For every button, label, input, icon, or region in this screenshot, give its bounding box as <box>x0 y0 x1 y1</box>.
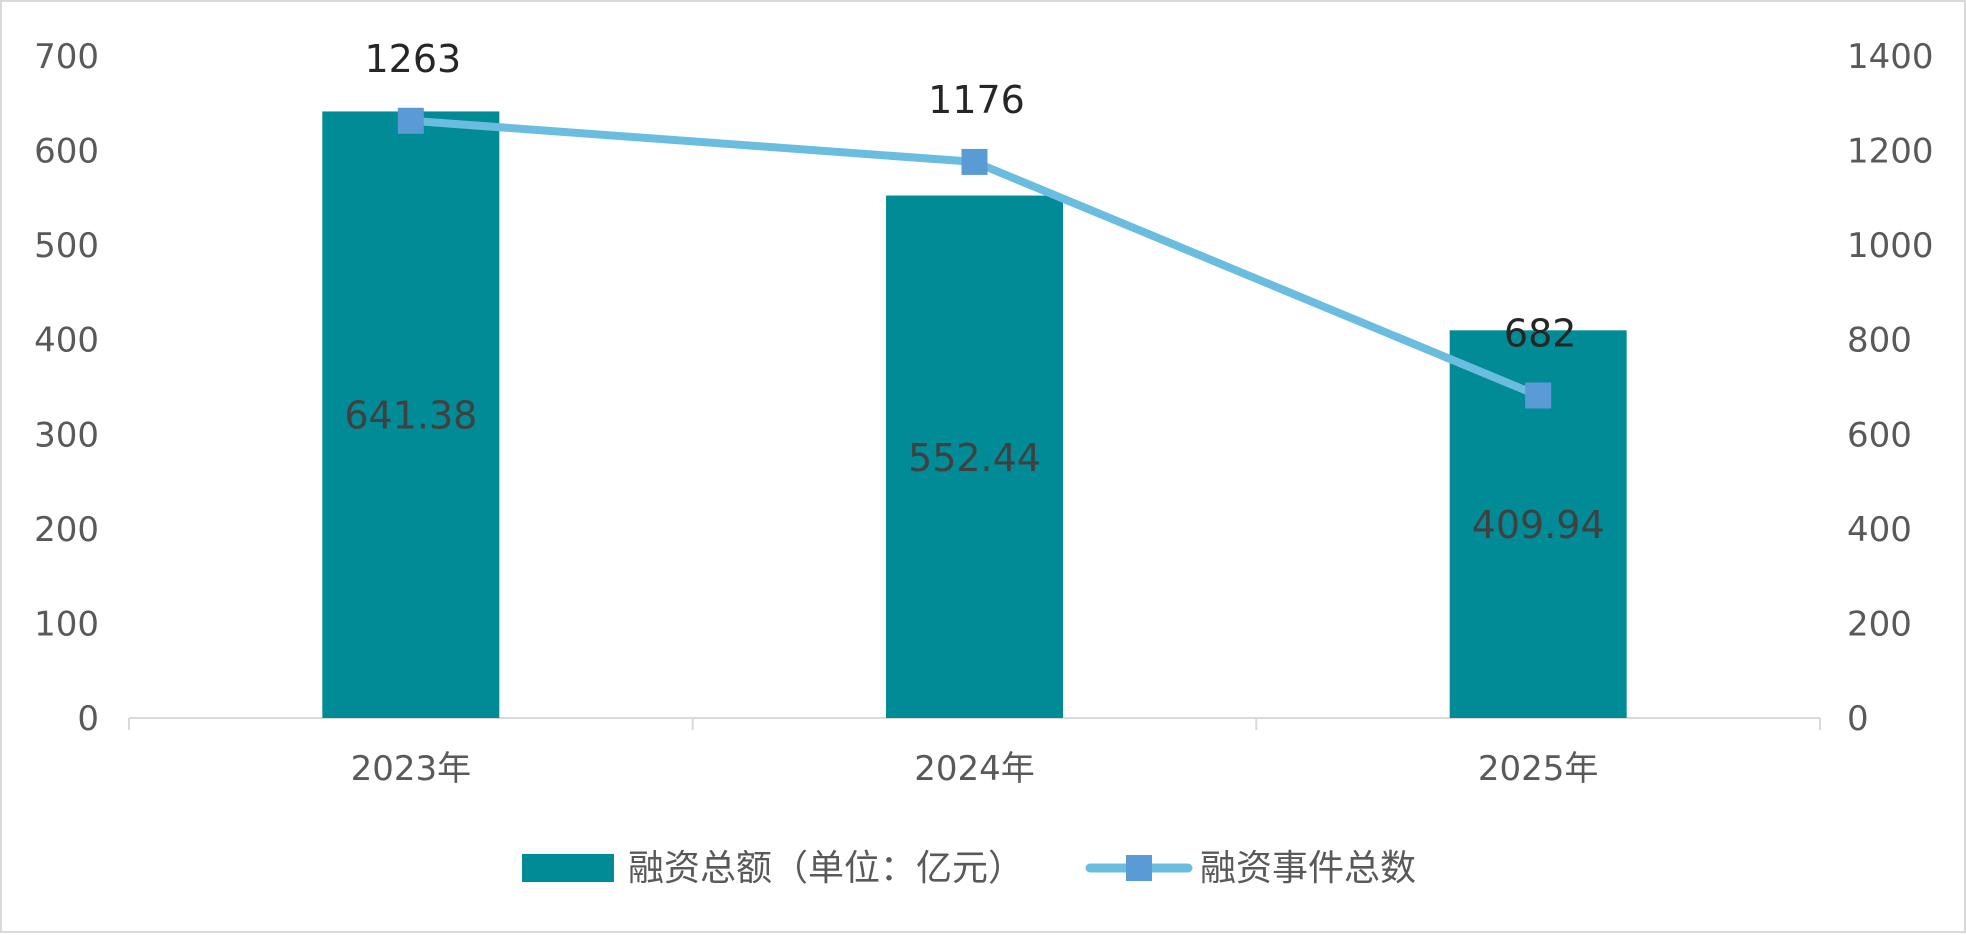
y-right-tick-label: 1400 <box>1847 37 1934 77</box>
bar-data-label: 641.38 <box>344 394 477 438</box>
y-right-tick-label: 0 <box>1847 699 1869 739</box>
y-right-tick-label: 400 <box>1847 510 1912 550</box>
legend-bar-label: 融资总额（单位：亿元） <box>628 848 1024 889</box>
bar-data-label: 409.94 <box>1472 503 1605 547</box>
bar-data-labels: 641.38 552.44 409.94 <box>344 394 1604 547</box>
legend-bar-swatch <box>522 854 614 882</box>
legend-line-label: 融资事件总数 <box>1200 848 1416 889</box>
line-point-marker <box>1525 382 1552 409</box>
legend-line-marker <box>1126 855 1152 881</box>
bar-series <box>322 111 1627 719</box>
axes: 2023年 2024年 2025年 0 100 200 300 400 500 600 700 0 20… <box>34 37 1933 789</box>
y-left-tick-label: 600 <box>34 132 99 172</box>
y-left-tick-label: 500 <box>34 226 99 266</box>
y-left-tick-label: 700 <box>34 37 99 77</box>
y-left-tick-label: 300 <box>34 415 99 455</box>
y-left-tick-label: 100 <box>34 604 99 644</box>
line-data-label: 682 <box>1504 312 1577 356</box>
y-right-tick-label: 600 <box>1847 415 1912 455</box>
y-left-tick-label: 400 <box>34 321 99 361</box>
x-tick-label: 2025年 <box>1478 749 1599 789</box>
line-segment <box>970 157 1543 400</box>
y-left-tick-label: 200 <box>34 510 99 550</box>
line-data-labels: 1263 1176 682 <box>364 37 1576 356</box>
line-data-label: 1176 <box>928 78 1025 122</box>
line-segment <box>406 116 979 166</box>
line-point-marker <box>961 148 988 175</box>
x-tick-label: 2023年 <box>351 749 472 789</box>
y-right-tick-label: 1200 <box>1847 132 1934 172</box>
line-data-label: 1263 <box>364 37 461 81</box>
y-right-tick-label: 800 <box>1847 321 1912 361</box>
bar-data-label: 552.44 <box>908 436 1041 480</box>
legend: 融资总额（单位：亿元） 融资事件总数 <box>522 848 1416 889</box>
bar <box>322 111 500 719</box>
y-left-tick-label: 0 <box>77 699 99 739</box>
bar <box>886 195 1063 718</box>
y-right-tick-label: 200 <box>1847 604 1912 644</box>
y-right-tick-label: 1000 <box>1847 226 1934 266</box>
line-point-marker <box>397 107 424 134</box>
line-series <box>397 107 1552 409</box>
x-tick-label: 2024年 <box>914 749 1035 789</box>
